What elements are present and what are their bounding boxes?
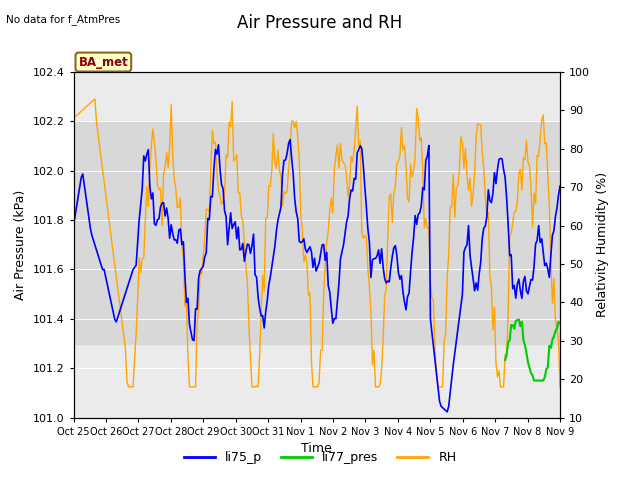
Text: No data for f_AtmPres: No data for f_AtmPres	[6, 14, 121, 25]
Legend: li75_p, li77_pres, RH: li75_p, li77_pres, RH	[179, 446, 461, 469]
Text: Air Pressure and RH: Air Pressure and RH	[237, 14, 403, 33]
Bar	[74, 121, 560, 344]
X-axis label: Time: Time	[301, 442, 332, 455]
Text: BA_met: BA_met	[79, 56, 128, 69]
Y-axis label: Relativity Humidity (%): Relativity Humidity (%)	[596, 172, 609, 317]
Y-axis label: Air Pressure (kPa): Air Pressure (kPa)	[14, 190, 27, 300]
